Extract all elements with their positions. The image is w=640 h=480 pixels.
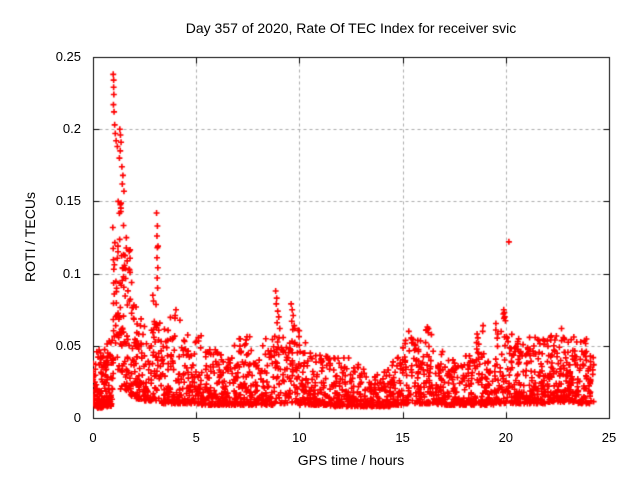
y-tick-label: 0.25 (55, 49, 81, 64)
x-tick-label: 5 (192, 430, 200, 445)
x-tick-label: 20 (498, 430, 514, 445)
x-tick-label: 0 (89, 430, 97, 445)
chart-title: Day 357 of 2020, Rate Of TEC Index for r… (185, 20, 517, 36)
x-tick-label: 25 (601, 430, 617, 445)
x-axis-label: GPS time / hours (297, 452, 405, 468)
x-tick-label: 15 (395, 430, 410, 445)
y-tick-label: 0.05 (55, 337, 81, 353)
x-tick-label: 10 (292, 430, 307, 445)
y-tick-label: 0.1 (62, 265, 81, 281)
y-tick-label: 0 (73, 410, 81, 425)
y-tick-label: 0.15 (55, 193, 81, 209)
y-tick-label: 0.2 (62, 121, 81, 137)
